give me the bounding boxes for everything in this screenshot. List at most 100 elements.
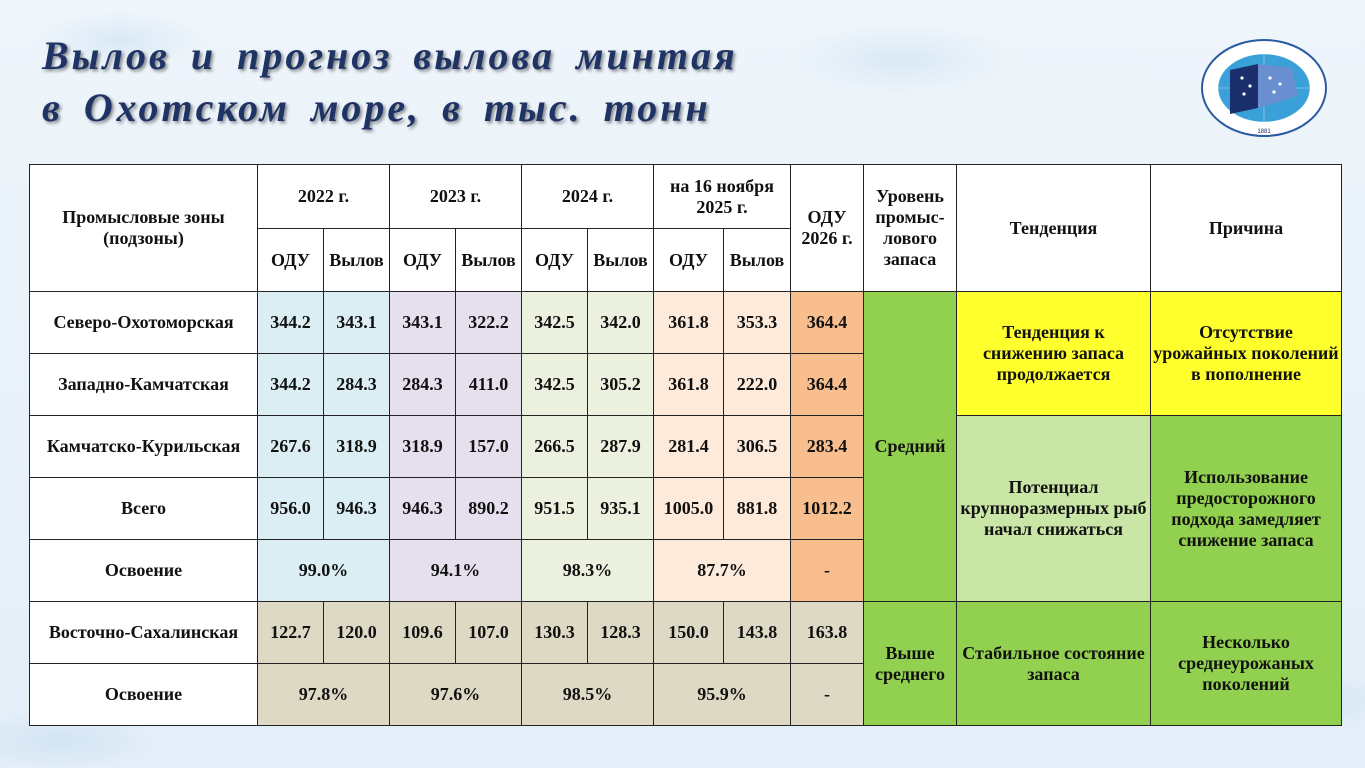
cell-value: 946.3 [323, 477, 390, 540]
header-catch: Вылов [587, 228, 654, 292]
cell-value: 342.5 [521, 291, 588, 354]
cell-value: 222.0 [723, 353, 791, 416]
stock-level-sakhalin: Выше среднего [863, 601, 957, 726]
cell-percent: 94.1% [389, 539, 522, 602]
reason-cell: Несколько среднеурожаных поколений [1150, 601, 1342, 726]
cell-value: 364.4 [790, 353, 864, 416]
header-stock-level: Уровень промыс-лового запаса [863, 164, 957, 292]
cell-value: 109.6 [389, 601, 456, 664]
vniro-logo-icon: 1881 [1200, 38, 1328, 138]
cell-value: 946.3 [389, 477, 456, 540]
header-zones: Промысловые зоны (подзоны) [29, 164, 258, 292]
header-2024: 2024 г. [521, 164, 654, 229]
header-odu: ОДУ [521, 228, 588, 292]
cell-value: 353.3 [723, 291, 791, 354]
cell-value: 306.5 [723, 415, 791, 478]
cell-value: 266.5 [521, 415, 588, 478]
cell-value: 287.9 [587, 415, 654, 478]
table-row-total: Всего 956.0 946.3 946.3 890.2 951.5 935.… [29, 477, 1342, 540]
reason-cell: Использование предосторожного подхода за… [1150, 415, 1342, 602]
cell-percent: 98.5% [521, 663, 654, 726]
cell-value: 342.5 [521, 353, 588, 416]
cell-value: 935.1 [587, 477, 654, 540]
cell-value: 283.4 [790, 415, 864, 478]
cell-value: 881.8 [723, 477, 791, 540]
header-2023: 2023 г. [389, 164, 522, 229]
pollock-catch-table: Промысловые зоны (подзоны) 2022 г. 2023 … [29, 164, 1342, 726]
header-row-2: ОДУ Вылов ОДУ Вылов ОДУ Вылов ОДУ Вылов [30, 228, 1342, 292]
header-catch: Вылов [455, 228, 522, 292]
cell-value: 150.0 [653, 601, 724, 664]
cell-percent: - [790, 663, 864, 726]
table-row-utilization: Освоение 99.0% 94.1% 98.3% 87.7% - [29, 539, 1342, 602]
cell-value: 951.5 [521, 477, 588, 540]
cell-value: 322.2 [455, 291, 522, 354]
cell-value: 343.1 [323, 291, 390, 354]
cell-value: 284.3 [323, 353, 390, 416]
cell-value: 1012.2 [790, 477, 864, 540]
cell-percent: 87.7% [653, 539, 791, 602]
cell-value: 361.8 [653, 353, 724, 416]
header-odu: ОДУ [389, 228, 456, 292]
header-odu: ОДУ [257, 228, 324, 292]
cell-value: 344.2 [257, 291, 324, 354]
cell-value: 344.2 [257, 353, 324, 416]
trend-cell: Потенциал крупноразмерных рыб начал сниж… [956, 415, 1151, 602]
cell-value: 107.0 [455, 601, 522, 664]
zone-name: Освоение [29, 539, 258, 602]
cell-value: 130.3 [521, 601, 588, 664]
cell-value: 128.3 [587, 601, 654, 664]
header-reason: Причина [1150, 164, 1342, 292]
zone-name: Северо-Охотоморская [29, 291, 258, 354]
table-row: Восточно-Сахалинская 122.7 120.0 109.6 1… [29, 601, 1342, 726]
trend-cell: Стабильное состояние запаса [956, 601, 1151, 726]
cell-value: 343.1 [389, 291, 456, 354]
stock-level-okhotsk: Средний [863, 291, 957, 602]
cell-value: 120.0 [323, 601, 390, 664]
cell-value: 267.6 [257, 415, 324, 478]
cell-value: 305.2 [587, 353, 654, 416]
zone-name: Восточно-Сахалинская [29, 601, 258, 664]
svg-text:1881: 1881 [1257, 129, 1271, 135]
trend-cell: Тенденция к снижению запаса продолжается [956, 291, 1151, 416]
cell-value: 122.7 [257, 601, 324, 664]
header-odu: ОДУ [653, 228, 724, 292]
table-row-utilization: Освоение 97.8% 97.6% 98.5% 95.9% - [29, 663, 1342, 726]
cell-value: 956.0 [257, 477, 324, 540]
header-catch: Вылов [723, 228, 791, 292]
cell-value: 1005.0 [653, 477, 724, 540]
cell-value: 364.4 [790, 291, 864, 354]
cell-value: 411.0 [455, 353, 522, 416]
table-row: Камчатско-Курильская 267.6 318.9 318.9 1… [29, 415, 1342, 602]
cell-percent: 99.0% [257, 539, 390, 602]
header-2025: на 16 ноября 2025 г. [653, 164, 791, 229]
header-row-1: Промысловые зоны (подзоны) 2022 г. 2023 … [29, 164, 1342, 292]
header-2022: 2022 г. [257, 164, 390, 229]
cell-percent: 97.6% [389, 663, 522, 726]
cell-value: 342.0 [587, 291, 654, 354]
table-row: Северо-Охотоморская 344.2 343.1 343.1 32… [29, 291, 1342, 602]
cell-value: 163.8 [790, 601, 864, 664]
cell-value: 318.9 [323, 415, 390, 478]
cell-percent: 95.9% [653, 663, 791, 726]
cell-value: 143.8 [723, 601, 791, 664]
cell-value: 890.2 [455, 477, 522, 540]
zone-name: Всего [29, 477, 258, 540]
header-trend: Тенденция [956, 164, 1151, 292]
zone-name: Освоение [29, 663, 258, 726]
cell-percent: - [790, 539, 864, 602]
title-line-1: Вылов и прогноз вылова минтая [42, 33, 738, 78]
zone-name: Камчатско-Курильская [29, 415, 258, 478]
page-title: Вылов и прогноз вылова минтая в Охотском… [42, 30, 738, 134]
cell-value: 318.9 [389, 415, 456, 478]
cell-percent: 97.8% [257, 663, 390, 726]
title-line-2: в Охотском море, в тыс. тонн [42, 85, 711, 130]
cell-value: 361.8 [653, 291, 724, 354]
cell-value: 284.3 [389, 353, 456, 416]
cell-percent: 98.3% [521, 539, 654, 602]
reason-cell: Отсутствие урожайных поколений в пополне… [1150, 291, 1342, 416]
cell-value: 157.0 [455, 415, 522, 478]
header-odu-2026: ОДУ 2026 г. [790, 164, 864, 292]
header-catch: Вылов [323, 228, 390, 292]
zone-name: Западно-Камчатская [29, 353, 258, 416]
